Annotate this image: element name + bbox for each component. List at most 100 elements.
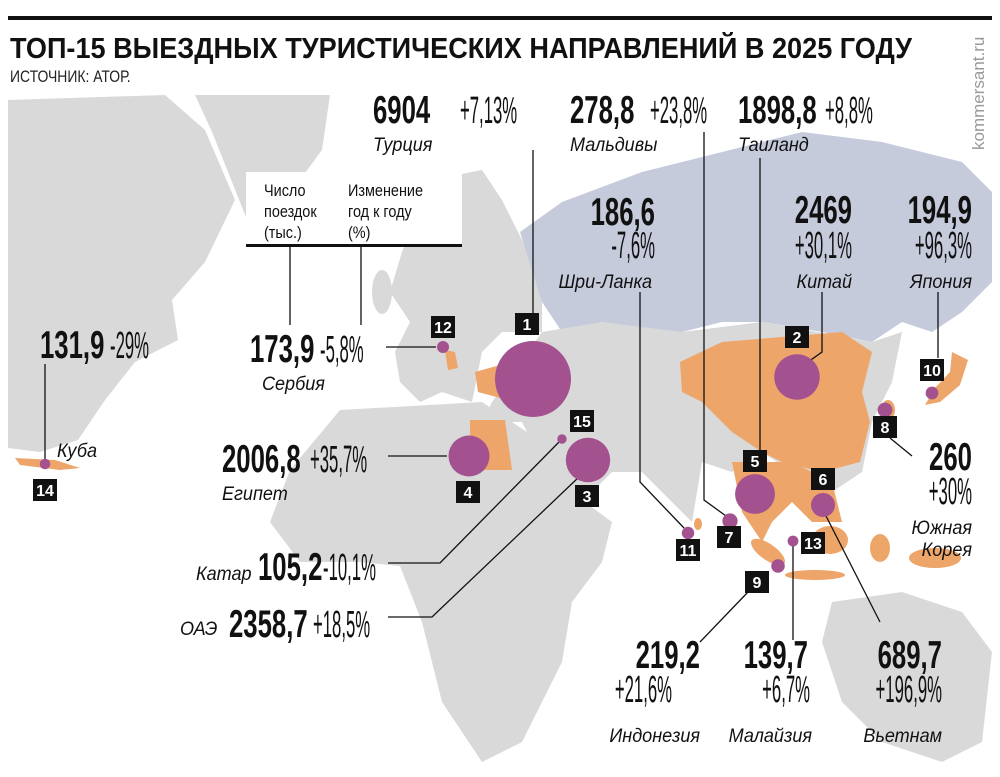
- bubble-4: [448, 435, 490, 477]
- bubble-7: [722, 513, 738, 529]
- rank-number: 1: [523, 317, 532, 334]
- rank-number: 15: [573, 414, 591, 431]
- change-value: +8,8%: [825, 89, 873, 132]
- country-name: Япония: [909, 271, 972, 293]
- page-title: ТОП-15 ВЫЕЗДНЫХ ТУРИСТИЧЕСКИХ НАПРАВЛЕНИ…: [10, 31, 913, 65]
- country-name: Корея: [922, 539, 972, 561]
- trips-value: 260: [929, 436, 972, 480]
- rank-badge: 2: [785, 326, 809, 348]
- top-rule: [8, 16, 992, 20]
- trips-value: 105,2: [258, 546, 322, 590]
- trips-value: 186,6: [591, 191, 655, 235]
- change-value: -5,8%: [320, 328, 364, 371]
- trips-value: 1898,8: [738, 89, 817, 133]
- source-note: ИСТОЧНИК: АТОР.: [10, 68, 131, 87]
- rank-badge: 6: [811, 468, 835, 490]
- trips-value: 2358,7: [229, 603, 308, 647]
- change-value: +30%: [929, 470, 972, 513]
- leader-line: [639, 292, 685, 529]
- trips-value: 173,9: [250, 328, 314, 372]
- bubble-3: [565, 437, 611, 483]
- bubble-8: [877, 402, 893, 418]
- trips-value: 194,9: [908, 189, 972, 233]
- trips-value: 219,2: [636, 634, 700, 678]
- change-value: +30,1%: [795, 224, 852, 267]
- bubble-2: [774, 354, 820, 400]
- rank-number: 6: [819, 472, 828, 489]
- country-name: Катар: [196, 563, 252, 585]
- trips-value: 278,8: [570, 89, 634, 133]
- north-america: [8, 95, 235, 452]
- rank-badge: 11: [676, 539, 700, 561]
- country-name: Турция: [373, 134, 433, 156]
- trips-value: 2006,8: [222, 438, 301, 482]
- africa: [270, 402, 612, 762]
- rank-badge: 14: [33, 479, 57, 501]
- britain: [372, 270, 392, 314]
- country-name: Мальдивы: [570, 134, 658, 156]
- bubble-11: [681, 526, 695, 540]
- legend-trips-label: поездок: [264, 203, 317, 221]
- country-name: Вьетнам: [863, 725, 942, 747]
- rank-number: 7: [725, 530, 734, 547]
- rank-badge: 8: [873, 416, 897, 438]
- rank-number: 11: [680, 543, 697, 560]
- change-value: +23,8%: [650, 89, 707, 132]
- bubble-1: [495, 341, 571, 417]
- rank-badge: 1: [515, 313, 539, 335]
- change-value: +7,13%: [460, 89, 517, 132]
- rank-badge: 5: [743, 450, 767, 472]
- legend-change-label: год к году: [348, 203, 412, 221]
- rank-number: 8: [881, 420, 890, 437]
- change-value: -29%: [110, 324, 149, 367]
- country-name: Таиланд: [738, 134, 809, 156]
- legend-trips-label: (тыс.): [264, 224, 302, 242]
- legend-change-label: (%): [348, 224, 370, 242]
- country-name: Индонезия: [609, 725, 700, 747]
- leader-line: [889, 437, 913, 457]
- country-name: Куба: [57, 440, 97, 462]
- rank-number: 10: [923, 363, 941, 380]
- legend-rule: [246, 244, 462, 247]
- change-value: +196,9%: [876, 668, 942, 711]
- leader-line: [699, 591, 749, 643]
- rank-number: 14: [36, 483, 54, 500]
- trips-value: 689,7: [878, 634, 942, 678]
- country-name: Малайзия: [729, 725, 812, 747]
- country-name: ОАЭ: [180, 618, 218, 640]
- country-name: Шри-Ланка: [558, 271, 652, 293]
- change-value: +6,7%: [762, 668, 810, 711]
- legend: Число поездок (тыс.) Изменение год к год…: [246, 172, 462, 325]
- country-name: Китай: [796, 271, 852, 293]
- leader-line: [807, 292, 823, 363]
- rank-number: 2: [793, 330, 802, 347]
- bubble-5: [735, 474, 775, 514]
- bubble-9: [771, 559, 785, 573]
- rank-number: 13: [804, 536, 822, 553]
- legend-trips-label: Число: [264, 182, 306, 200]
- legend-change-label: Изменение: [348, 182, 423, 200]
- rank-badge: 13: [801, 532, 825, 554]
- russia: [520, 132, 992, 342]
- rank-badge: 15: [570, 410, 594, 432]
- serbia-region: [445, 350, 458, 370]
- leader-line: [703, 132, 727, 517]
- change-value: +35,7%: [310, 438, 367, 481]
- bubble-10: [925, 386, 939, 400]
- leader-line: [388, 441, 560, 564]
- leader-lines: [44, 132, 939, 643]
- rank-number: 3: [583, 489, 592, 506]
- trips-value: 2469: [795, 189, 852, 233]
- country-name: Сербия: [262, 373, 325, 395]
- bubble-13: [787, 535, 799, 547]
- china-region: [680, 332, 872, 472]
- bubble-14: [39, 458, 51, 470]
- rank-number: 9: [753, 575, 762, 592]
- rank-number: 5: [751, 454, 760, 471]
- change-value: +21,6%: [615, 668, 672, 711]
- country-name: Египет: [222, 483, 288, 505]
- change-value: -7,6%: [611, 224, 655, 267]
- rank-badge: 7: [717, 526, 741, 548]
